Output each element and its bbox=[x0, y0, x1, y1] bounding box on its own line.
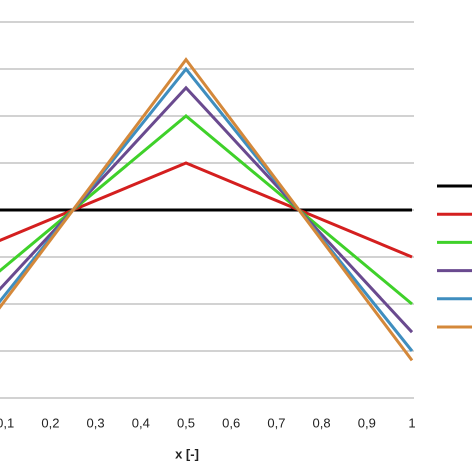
x-tick-label: 0,1 bbox=[0, 415, 14, 430]
x-axis-label: x [-] bbox=[175, 446, 199, 461]
x-tick-label: 0,8 bbox=[313, 415, 331, 430]
series-line bbox=[0, 57, 414, 362]
x-tick-label: 0,9 bbox=[358, 415, 376, 430]
x-tick-label: 0,2 bbox=[41, 415, 59, 430]
series-line bbox=[0, 85, 414, 334]
x-tick-label: 0,3 bbox=[87, 415, 105, 430]
x-tick-label: 0,7 bbox=[267, 415, 285, 430]
x-tick-label: 0,6 bbox=[222, 415, 240, 430]
x-tick-label: 0,5 bbox=[177, 415, 195, 430]
series-line bbox=[0, 161, 413, 259]
series-line bbox=[0, 66, 414, 352]
x-tick-label: 0,4 bbox=[132, 415, 150, 430]
series-line bbox=[0, 114, 413, 306]
x-tick-label: 1 bbox=[408, 415, 415, 430]
